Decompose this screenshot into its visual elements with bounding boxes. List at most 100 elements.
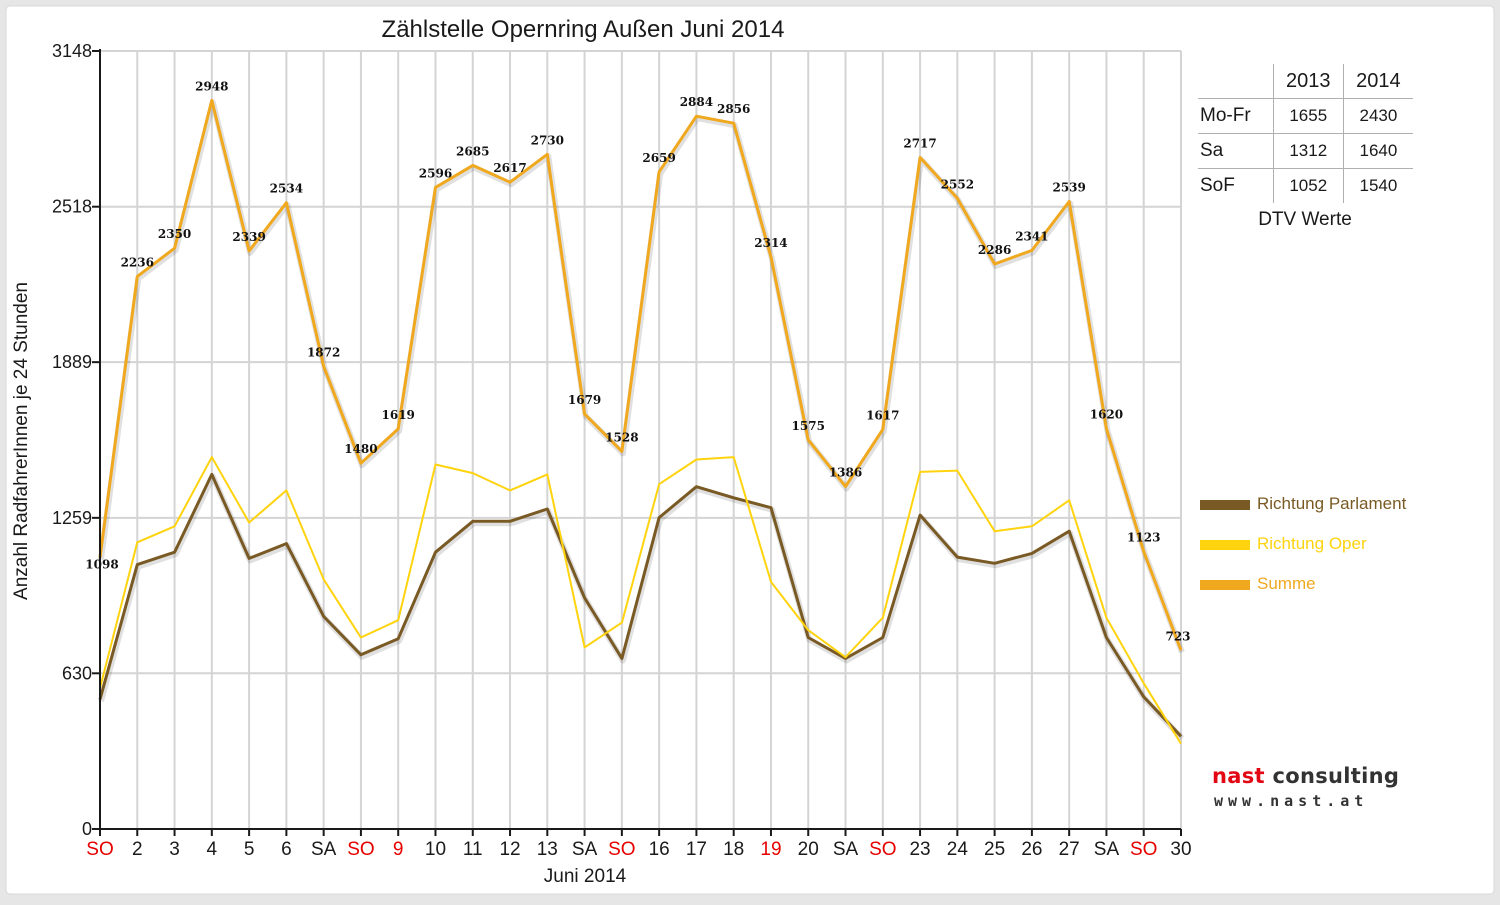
data-label: 1619: [382, 408, 415, 422]
data-label: 723: [1165, 629, 1190, 643]
data-label: 2884: [680, 95, 713, 109]
data-label-layer: 1098 2236 2350 2948 2339 2534 1872 1480 1619 2596…: [85, 79, 1190, 643]
dtv-row-mofr: Mo-Fr 1655 2430: [1198, 98, 1413, 134]
data-label: 2341: [1015, 229, 1048, 243]
logo-wordmark: nast consulting: [1212, 764, 1400, 788]
x-tick-label: SO: [347, 839, 374, 860]
grid-layer: [100, 50, 1182, 829]
dtv-row-label: Sa: [1198, 133, 1274, 169]
x-tick-label: SO: [608, 839, 635, 860]
y-tick-label: 1259: [52, 508, 92, 528]
y-tick-label: 1889: [52, 352, 92, 372]
x-tick-label: 11: [463, 839, 483, 860]
dtv-header-row: 2013 2014: [1198, 64, 1413, 99]
x-tick-label: 5: [244, 839, 255, 860]
dtv-cell: 2430: [1343, 98, 1413, 134]
logo-url: www.nast.at: [1214, 792, 1369, 810]
data-label: 2534: [270, 182, 303, 196]
y-tick-label: 2518: [52, 197, 92, 217]
y-tick-label: 0: [82, 819, 92, 839]
data-label: 1123: [1127, 530, 1160, 544]
data-label: 2856: [717, 102, 750, 116]
x-tick-label: 4: [207, 839, 218, 860]
data-label: 2617: [493, 161, 526, 175]
dtv-row-sa: Sa 1312 1640: [1198, 133, 1413, 169]
x-tick-label: 2: [132, 839, 143, 860]
chart-panel: [5, 5, 1495, 895]
dtv-caption: DTV Werte: [1258, 209, 1352, 230]
data-label: 1679: [568, 393, 601, 407]
x-tick-label: 24: [947, 839, 969, 860]
x-tick-label: 13: [537, 839, 558, 860]
x-tick-label: SA: [1094, 839, 1120, 860]
dtv-cell: 1540: [1359, 176, 1398, 195]
data-label: 1872: [307, 345, 340, 359]
legend-swatch: [1200, 540, 1250, 550]
x-tick-label: 30: [1170, 839, 1191, 860]
data-label: 2286: [978, 243, 1011, 257]
data-label: 1528: [605, 430, 638, 444]
data-label: 2948: [195, 79, 228, 93]
dtv-row-label: SoF: [1200, 175, 1235, 196]
data-label: 2539: [1052, 181, 1085, 195]
x-tick-label: 23: [909, 839, 930, 860]
legend-label: Richtung Parlament: [1257, 494, 1407, 513]
data-label: 1386: [829, 465, 862, 479]
x-tick-label: SA: [311, 839, 337, 860]
data-label: 2339: [232, 230, 265, 244]
dtv-cell: 1312: [1272, 133, 1344, 169]
x-tick-label: 16: [649, 839, 670, 860]
dtv-table: 2013 2014 Mo-Fr 1655 2430 Sa 1312 1640 S…: [1198, 64, 1413, 203]
data-label: 2730: [531, 133, 564, 147]
y-tick-label: 630: [62, 663, 92, 683]
data-label: 1098: [85, 558, 118, 572]
x-tick-label: 18: [723, 839, 744, 860]
dtv-header-2014: 2014: [1343, 64, 1413, 99]
series-line-summe: [98, 98, 1183, 651]
x-tick-label: 17: [686, 839, 707, 860]
x-tick-label: 9: [393, 839, 404, 860]
x-tick-label: SO: [869, 839, 896, 860]
x-tick-label: SA: [572, 839, 598, 860]
dtv-cell: 1655: [1272, 98, 1344, 134]
x-tick-label: 19: [760, 839, 781, 860]
series-layer: [98, 98, 1185, 745]
dtv-cell: 1052: [1272, 168, 1344, 203]
data-label: 2685: [456, 144, 489, 158]
nast-consulting-logo: nast consulting www.nast.at: [1200, 750, 1443, 825]
legend-label: Summe: [1257, 574, 1316, 593]
legend-label: Richtung Oper: [1257, 534, 1367, 553]
data-label: 1575: [792, 419, 825, 433]
legend-swatch: [1200, 580, 1250, 590]
data-label: 2314: [754, 236, 787, 250]
x-tick-label: SO: [1130, 839, 1157, 860]
x-axis-title: Juni 2014: [544, 866, 627, 887]
x-tick-label: 12: [499, 839, 520, 860]
y-axis-title: Anzahl RadfahrerInnen je 24 Stunden: [11, 282, 32, 600]
data-label: 1480: [344, 442, 377, 456]
legend-swatch: [1200, 500, 1250, 510]
x-tick-label: SO: [86, 839, 113, 860]
x-tick-label: 3: [169, 839, 180, 860]
x-tick-label: 20: [798, 839, 819, 860]
data-label: 2596: [419, 166, 452, 180]
data-label: 2236: [121, 255, 154, 269]
dtv-row-sof: SoF 1052 1540: [1198, 168, 1413, 203]
data-label: 2350: [158, 227, 191, 241]
dtv-header-blank: [1198, 64, 1274, 99]
x-tick-label: 25: [984, 839, 1005, 860]
data-label: 2717: [903, 137, 936, 151]
data-label: 2659: [642, 151, 675, 165]
y-tick-label: 3148: [52, 41, 92, 61]
series-line-richtung-parlament: [98, 472, 1183, 738]
dtv-cell: 1640: [1343, 133, 1413, 169]
dtv-header-2013: 2013: [1272, 64, 1344, 99]
data-label: 1617: [866, 408, 899, 422]
x-tick-label: SA: [833, 839, 859, 860]
x-tick-label: 10: [425, 839, 446, 860]
x-tick-label: 26: [1021, 839, 1042, 860]
x-tick-label: 27: [1059, 839, 1080, 860]
